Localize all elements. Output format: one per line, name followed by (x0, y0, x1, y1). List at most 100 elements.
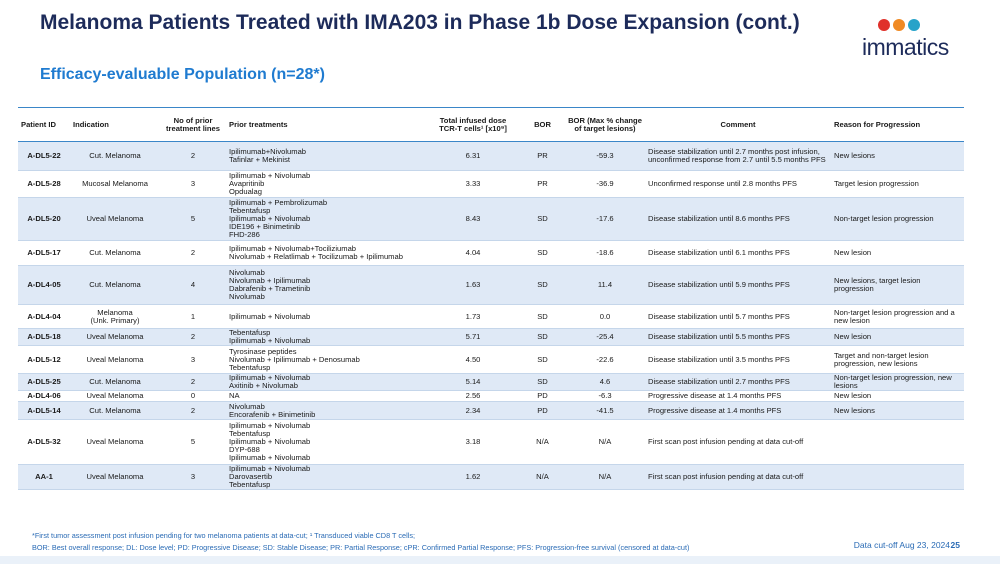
footnote: BOR: Best overall response; DL: Dose lev… (32, 543, 690, 552)
cell: A-DL4-05 (18, 265, 70, 305)
cell: 2 (160, 141, 226, 171)
treatment: Tafinlar + Mekinist (229, 155, 290, 164)
treatment: Nivolumab (229, 268, 265, 277)
cell: Disease stabilization until 5.5 months P… (645, 328, 831, 346)
treatment: Tebentafusp (229, 328, 271, 337)
treatment: Encorafenib + Binimetinib (229, 409, 316, 419)
cell: -18.6 (565, 240, 645, 266)
cell: -36.9 (565, 170, 645, 198)
treatment: Ipilimumab + Nivolumab (229, 437, 311, 446)
logo-dot (893, 19, 905, 31)
cell: A-DL5-20 (18, 197, 70, 241)
cell: Uveal Melanoma (70, 345, 160, 374)
subtitle: Efficacy-evaluable Population (n=28*) (40, 66, 325, 83)
cell: Uveal Melanoma (70, 390, 160, 402)
treatment: FHD-286 (229, 230, 260, 239)
cell: Uveal Melanoma (70, 419, 160, 465)
cell: Cut. Melanoma (70, 265, 160, 305)
cell: 11.4 (565, 265, 645, 305)
column-header: BOR (520, 107, 565, 142)
cell: Ipilimumab + Nivolumab Darovasertib Tebent… (226, 464, 426, 490)
cell: Ipilimumab + Nivolumab Tebentafusp Ipilimu… (226, 419, 426, 465)
cell: A-DL5-12 (18, 345, 70, 374)
cell: New lesion (831, 240, 964, 266)
treatment: Avapritinib (229, 179, 265, 188)
cell: N/A (520, 419, 565, 465)
cell: SD (520, 328, 565, 346)
cell: A-DL5-22 (18, 141, 70, 171)
cell: A-DL5-18 (18, 328, 70, 346)
treatment: Nivolumab + Relatlimab + Tocilizumab + I… (229, 252, 403, 261)
cell: SD (520, 345, 565, 374)
treatment: Axitinib + Nivolumab (229, 381, 299, 390)
treatment: NA (229, 391, 240, 400)
cell: Tebentafusp Ipilimumab + Nivolumab (226, 328, 426, 346)
column-header: Indication (70, 107, 160, 142)
treatment: Ipilimumab + Nivolumab (229, 464, 311, 473)
cell: Tyrosinase peptides Nivolumab + Ipilimuma… (226, 345, 426, 374)
table-row: A-DL5-17 Cut. Melanoma 2 Ipilimumab + Nivol… (18, 240, 964, 266)
cell: 1 (160, 304, 226, 329)
cell: New lesion (831, 328, 964, 346)
cell: 3.33 (426, 170, 520, 198)
cell: Ipilimumab + Nivolumab+Tociliziumab Nivol… (226, 240, 426, 266)
cell: New lesion (831, 390, 964, 402)
logo: immatics (858, 12, 970, 62)
cell: 1.63 (426, 265, 520, 305)
cell: Progressive disease at 1.4 months PFS (645, 390, 831, 402)
cell: PR (520, 141, 565, 171)
treatment: Darovasertib (229, 472, 273, 481)
table-row: A-DL4-05 Cut. Melanoma 4 Nivolumab Nivolumab… (18, 265, 964, 305)
table-row: A-DL4-06 Uveal Melanoma 0 NA 2.56 PD -6.3 Progr… (18, 390, 964, 402)
table-row: AA-1 Uveal Melanoma 3 Ipilimumab + Nivoluma… (18, 464, 964, 490)
column-header: BOR (Max % change of target lesions) (565, 107, 645, 142)
cell: PD (520, 401, 565, 420)
cell: Cut. Melanoma (70, 240, 160, 266)
treatment: Ipilimumab + Nivolumab+Tociliziumab (229, 244, 357, 253)
cell: -59.3 (565, 141, 645, 171)
cell: Progressive disease at 1.4 months PFS (645, 401, 831, 420)
cell: New lesions (831, 401, 964, 420)
treatment: DYP-688 (229, 445, 260, 454)
column-header: Comment (645, 107, 831, 142)
treatment: Ipilimumab + Nivolumab (229, 214, 311, 223)
cell: First scan post infusion pending at data… (645, 419, 831, 465)
cell: Ipilimumab+Nivolumab Tafinlar + Mekinist (226, 141, 426, 171)
cell: PR (520, 170, 565, 198)
cell: Nivolumab Encorafenib + Binimetinib (226, 401, 426, 420)
cell: SD (520, 304, 565, 329)
column-header: Patient ID (18, 107, 70, 142)
table-row: A-DL5-18 Uveal Melanoma 2 Tebentafusp Ipilim… (18, 328, 964, 346)
cell: SD (520, 240, 565, 266)
cell: AA-1 (18, 464, 70, 490)
cell: A-DL5-14 (18, 401, 70, 420)
table: Patient ID Indication No of prior treatmen… (18, 107, 964, 490)
logo-dot (878, 19, 890, 31)
cell: 3 (160, 345, 226, 374)
table-row: A-DL5-32 Uveal Melanoma 5 Ipilimumab + Nivo… (18, 419, 964, 465)
cell: NA (226, 390, 426, 402)
table-row: A-DL5-14 Cut. Melanoma 2 Nivolumab Encorafen… (18, 401, 964, 420)
cell: 2 (160, 373, 226, 391)
cell (831, 464, 964, 490)
logo-dot (908, 19, 920, 31)
treatment: Tebentafusp (229, 362, 271, 372)
cell: SD (520, 197, 565, 241)
cell: Uveal Melanoma (70, 464, 160, 490)
table-row: A-DL5-12 Uveal Melanoma 3 Tyrosinase peptid… (18, 345, 964, 374)
cell: 2.34 (426, 401, 520, 420)
cell: SD (520, 265, 565, 305)
cell: A-DL4-06 (18, 390, 70, 402)
cell: PD (520, 390, 565, 402)
cell: First scan post infusion pending at data… (645, 464, 831, 490)
cell: 3 (160, 170, 226, 198)
cell: N/A (520, 464, 565, 490)
cell: Nivolumab Nivolumab + Ipilimumab Dabrafeni… (226, 265, 426, 305)
logo-icons (878, 19, 920, 31)
cell: Uveal Melanoma (70, 197, 160, 241)
cell: -22.6 (565, 345, 645, 374)
cell: 4.50 (426, 345, 520, 374)
cell: N/A (565, 464, 645, 490)
cell: 4 (160, 265, 226, 305)
treatment: Ipilimumab + Nivolumab (229, 171, 311, 180)
